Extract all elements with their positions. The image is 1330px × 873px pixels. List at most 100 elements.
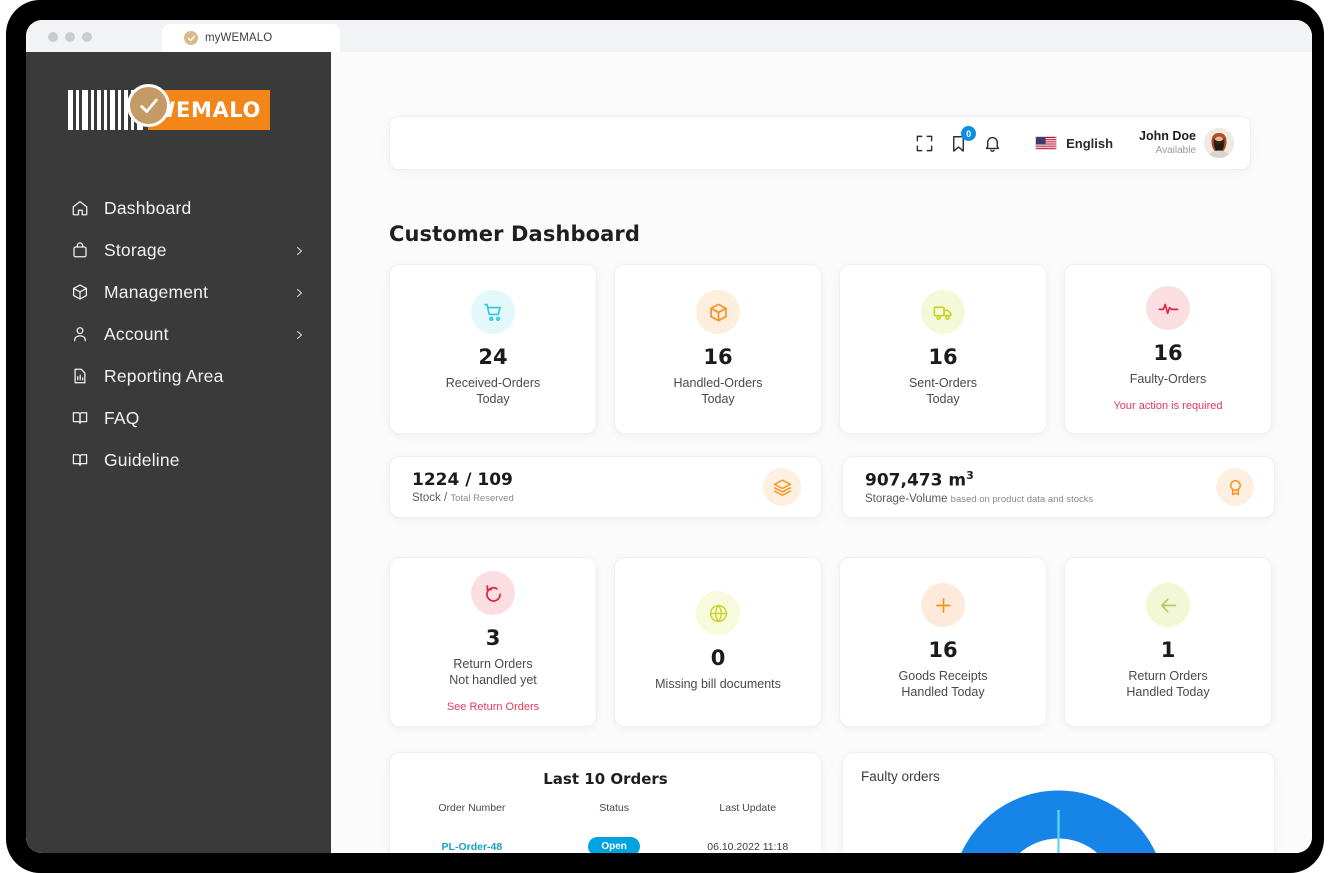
stat-note: Your action is required <box>1113 399 1223 412</box>
stock-label: Stock / Total Reserved <box>412 492 514 504</box>
plus-icon <box>935 597 951 613</box>
screen: myWEMALO <box>26 20 1312 853</box>
user-name: John Doe <box>1139 128 1196 143</box>
check-circle-icon <box>184 31 198 45</box>
sidebar-item-reporting-area[interactable]: Reporting Area <box>26 355 331 397</box>
faulty-orders-panel: Faulty orders <box>842 752 1275 853</box>
stat-card-handled-orders[interactable]: 16 Handled-Orders Today <box>614 264 822 434</box>
undo-icon <box>485 584 501 602</box>
stat-card-faulty-orders[interactable]: 16 Faulty-Orders Your action is required <box>1064 264 1272 434</box>
volume-unit: 3 <box>966 468 974 482</box>
stat-card-storage-volume[interactable]: 907,473 m3 Storage-Volume based on produ… <box>842 456 1275 518</box>
table-header-row: Order Number Status Last Update <box>390 802 821 827</box>
sidebar: WEMALO Dashboard <box>26 52 331 853</box>
arrow-left-icon-wrap <box>1146 583 1190 628</box>
volume-label: Storage-Volume based on product data and… <box>865 493 1093 505</box>
order-updated: 06.10.2022 11:18 <box>707 841 789 853</box>
sidebar-item-management[interactable]: Management <box>26 271 331 313</box>
chevron-right-icon <box>293 286 305 298</box>
sidebar-item-label: Account <box>104 323 169 344</box>
main-content: 0 <box>331 52 1312 853</box>
stat-value: 16 <box>1153 341 1183 366</box>
sidebar-item-storage[interactable]: Storage <box>26 229 331 271</box>
sidebar-item-label: Guideline <box>104 449 180 470</box>
stat-card-received-orders[interactable]: 24 Received-Orders Today <box>389 264 597 434</box>
sidebar-item-guideline[interactable]: Guideline <box>26 439 331 481</box>
sidebar-item-account[interactable]: Account <box>26 313 331 355</box>
browser-tab[interactable]: myWEMALO <box>162 24 340 52</box>
undo-icon-wrap <box>471 571 515 616</box>
sidebar-nav: Dashboard Storage <box>26 187 331 481</box>
user-menu[interactable]: John Doe Available <box>1139 128 1234 158</box>
stat-card-return-orders-not-handled[interactable]: 3 Return Orders Not handled yet See Retu… <box>389 557 597 727</box>
globe-icon-wrap <box>696 591 740 636</box>
box-icon-wrap <box>696 290 740 335</box>
volume-value: 907,473 m3 <box>865 469 1093 491</box>
user-icon <box>70 324 90 344</box>
stat-label: Received-Orders Today <box>445 376 541 406</box>
sidebar-item-faq[interactable]: FAQ <box>26 397 331 439</box>
order-number-link[interactable]: PL-Order-48 <box>441 841 503 853</box>
avatar[interactable] <box>1204 128 1234 158</box>
stat-card-return-orders-handled[interactable]: 1 Return Orders Handled Today <box>1064 557 1272 727</box>
volume-label-sub: based on product data and stocks <box>950 494 1094 506</box>
book-icon <box>70 450 90 470</box>
stat-card-sent-orders[interactable]: 16 Sent-Orders Today <box>839 264 1047 434</box>
stat-label: Goods Receipts Handled Today <box>898 669 988 699</box>
see-return-orders-link[interactable]: See Return Orders <box>446 700 540 713</box>
user-info: John Doe Available <box>1139 129 1196 157</box>
stats-row-1: 24 Received-Orders Today 16 Handled-Orde… <box>389 264 1275 434</box>
volume-label-main: Storage-Volume <box>865 493 951 506</box>
sidebar-item-label: Dashboard <box>104 197 192 218</box>
stat-value: 3 <box>485 626 501 651</box>
page-title: Customer Dashboard <box>389 222 640 246</box>
stat-value: 16 <box>928 345 958 370</box>
fullscreen-icon[interactable] <box>909 128 939 158</box>
logo-check-badge-icon <box>127 84 170 127</box>
truck-icon-wrap <box>921 290 965 335</box>
home-icon <box>70 198 90 218</box>
orders-table: Order Number Status Last Update PL-Order… <box>390 802 821 853</box>
report-icon <box>70 366 90 386</box>
chevron-right-icon <box>293 328 305 340</box>
bookmark-icon[interactable]: 0 <box>943 126 977 158</box>
cube-icon <box>70 282 90 302</box>
status-badge: Open <box>588 837 640 853</box>
bookmark-count-badge: 0 <box>961 126 977 141</box>
bell-icon[interactable] <box>977 128 1007 158</box>
language-selector[interactable]: English <box>1035 136 1113 151</box>
stat-value: 0 <box>710 646 726 671</box>
table-row[interactable]: PL-Order-48 Open 06.10.2022 11:18 <box>390 827 821 853</box>
wemalo-logo[interactable]: WEMALO <box>68 84 270 132</box>
arrow-left-icon <box>1160 598 1176 613</box>
window-close-dot[interactable] <box>48 32 58 42</box>
stat-card-goods-receipts[interactable]: 16 Goods Receipts Handled Today <box>839 557 1047 727</box>
window-minimize-dot[interactable] <box>65 32 75 42</box>
truck-icon <box>933 306 952 320</box>
stats-row-3: 3 Return Orders Not handled yet See Retu… <box>389 557 1275 727</box>
column-header-last-update: Last Update <box>719 802 777 814</box>
window-maximize-dot[interactable] <box>82 32 92 42</box>
stat-value: 1 <box>1160 638 1176 663</box>
faulty-panel-title: Faulty orders <box>861 769 940 784</box>
stock-value: 1224 / 109 <box>412 469 513 490</box>
sidebar-item-label: Management <box>104 281 209 302</box>
logo-wordmark: WEMALO <box>152 98 261 122</box>
stat-card-missing-bill-documents[interactable]: 0 Missing bill documents <box>614 557 822 727</box>
browser-toolbar: myWEMALO <box>26 20 1312 52</box>
stats-row-2: 1224 / 109 Stock / Total Reserved 907,47… <box>389 456 1275 518</box>
award-icon-wrap <box>1216 468 1254 506</box>
globe-icon <box>709 604 727 622</box>
cart-icon <box>483 303 501 321</box>
bottom-panels: Last 10 Orders Order Number Status Last … <box>389 752 1275 853</box>
app-window: WEMALO Dashboard <box>26 52 1312 853</box>
user-status: Available <box>1155 144 1196 156</box>
layers-icon <box>773 479 791 496</box>
sidebar-item-dashboard[interactable]: Dashboard <box>26 187 331 229</box>
stat-label: Return Orders Handled Today <box>1126 669 1210 699</box>
language-label: English <box>1066 135 1114 151</box>
faulty-orders-donut-chart[interactable] <box>951 790 1166 853</box>
stat-card-stock[interactable]: 1224 / 109 Stock / Total Reserved <box>389 456 822 518</box>
stat-value: 16 <box>928 638 958 663</box>
box-icon <box>709 303 727 322</box>
